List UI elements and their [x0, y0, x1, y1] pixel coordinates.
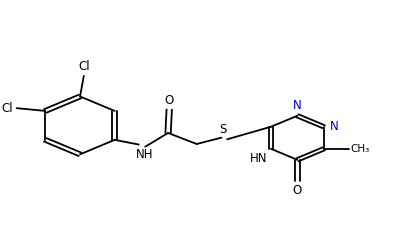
Text: S: S — [220, 123, 227, 136]
Text: Cl: Cl — [78, 60, 89, 73]
Text: N: N — [293, 99, 302, 112]
Text: Cl: Cl — [1, 102, 13, 115]
Text: O: O — [293, 184, 302, 197]
Text: CH₃: CH₃ — [350, 144, 370, 154]
Text: NH: NH — [136, 148, 153, 161]
Text: N: N — [329, 120, 338, 133]
Text: O: O — [165, 94, 174, 107]
Text: HN: HN — [249, 152, 267, 164]
